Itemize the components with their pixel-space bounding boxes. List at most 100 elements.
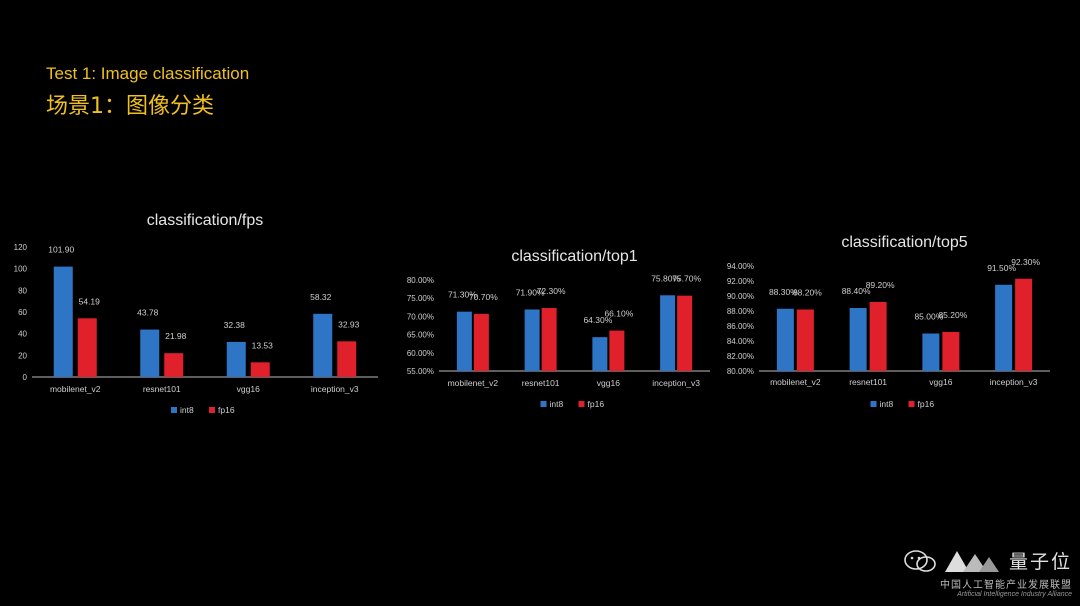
fps-chart: classification/fps 0 20 40 60 80 100 120 mobilen… — [0, 205, 385, 430]
data-label: 43.78 — [137, 308, 159, 318]
y-tick-label: 60 — [18, 308, 27, 317]
bar-int8 — [524, 309, 540, 371]
y-tick-label: 55.00% — [407, 367, 434, 376]
top1-chart: classification/top1 55.00% 60.00% 65.00% 70.… — [395, 240, 715, 420]
alliance-logo-icon — [944, 550, 999, 572]
watermark: 量子位 中国人工智能产业发展联盟 Artificial Intelligence… — [903, 547, 1072, 598]
legend-swatch-fp16 — [209, 407, 215, 413]
y-tick-label: 40 — [18, 330, 27, 339]
data-label: 72.30% — [537, 286, 566, 296]
bar-int8 — [849, 308, 867, 371]
y-tick-label: 80 — [18, 286, 27, 295]
y-tick-label: 92.00% — [727, 277, 754, 286]
bar-fp16 — [541, 308, 557, 371]
category-label: resnet101 — [143, 384, 181, 394]
y-tick-label: 120 — [14, 243, 28, 252]
legend-swatch-int8 — [540, 401, 547, 407]
y-tick-label: 84.00% — [727, 337, 754, 346]
category-label: inception_v3 — [652, 378, 700, 388]
bar-int8 — [53, 266, 73, 377]
y-tick-label: 94.00% — [727, 262, 754, 271]
chart-title: classification/top5 — [841, 234, 967, 251]
legend-swatch-fp16 — [578, 401, 585, 407]
data-label: 64.30% — [583, 315, 612, 325]
bar-fp16 — [1015, 278, 1033, 371]
alliance-name-en: Artificial Intelligence Industry Allianc… — [957, 591, 1072, 598]
bar-int8 — [995, 284, 1013, 371]
category-label: inception_v3 — [311, 384, 359, 394]
bar-int8 — [922, 333, 940, 371]
slide-title-zh: 场景1：图像分类 — [46, 94, 214, 119]
bar-fp16 — [609, 330, 625, 371]
chart-svg: classification/fps 0 20 40 60 80 100 120 mobilen… — [14, 212, 378, 415]
bar-int8 — [456, 311, 472, 371]
category-label: resnet101 — [849, 377, 887, 387]
legend-label-int8: int8 — [880, 399, 894, 409]
chart-svg: classification/top5 80.00% 82.00% 84.00% 86.… — [727, 234, 1050, 409]
chart-title: classification/fps — [147, 212, 264, 229]
data-label: 88.40% — [842, 286, 871, 296]
y-tick-label: 86.00% — [727, 322, 754, 331]
bar-int8 — [776, 308, 794, 371]
data-label: 89.20% — [866, 280, 895, 290]
y-tick-label: 90.00% — [727, 292, 754, 301]
data-label: 75.80% — [651, 273, 680, 283]
data-label: 66.10% — [604, 309, 633, 319]
data-label: 21.98 — [165, 331, 187, 341]
category-label: mobilenet_v2 — [50, 384, 101, 394]
bar-fp16 — [164, 353, 184, 377]
legend-label-fp16: fp16 — [918, 399, 935, 409]
top5-chart: classification/top5 80.00% 82.00% 84.00% 86.… — [715, 226, 1055, 421]
brand-name: 量子位 — [1008, 551, 1072, 573]
category-label: inception_v3 — [990, 377, 1038, 387]
category-label: vgg16 — [929, 377, 952, 387]
slide-title-en: Test 1: Image classification — [46, 64, 250, 83]
alliance-name-zh: 中国人工智能产业发展联盟 — [940, 580, 1072, 591]
y-tick-label: 80.00% — [727, 367, 754, 376]
legend-swatch-fp16 — [908, 401, 915, 407]
data-label: 91.50% — [987, 263, 1016, 273]
category-label: resnet101 — [522, 378, 560, 388]
bar-fp16 — [77, 318, 97, 377]
y-tick-label: 20 — [18, 351, 27, 360]
bar-int8 — [660, 295, 676, 371]
category-label: mobilenet_v2 — [770, 377, 821, 387]
bar-fp16 — [250, 362, 270, 377]
data-label: 88.20% — [793, 288, 822, 298]
data-label: 75.70% — [672, 274, 701, 284]
bar-fp16 — [869, 302, 887, 371]
bar-fp16 — [677, 295, 693, 371]
y-tick-label: 100 — [14, 265, 28, 274]
legend-label-int8: int8 — [550, 399, 564, 409]
chart-svg: classification/top1 55.00% 60.00% 65.00% 70.… — [407, 248, 710, 409]
data-label: 85.00% — [914, 312, 943, 322]
bar-int8 — [226, 341, 246, 377]
data-label: 71.30% — [448, 290, 477, 300]
data-label: 13.53 — [252, 340, 274, 350]
y-tick-label: 82.00% — [727, 352, 754, 361]
data-label: 32.38 — [224, 320, 246, 330]
bar-fp16 — [796, 309, 814, 371]
y-tick-label: 0 — [23, 373, 28, 382]
bar-int8 — [592, 337, 608, 371]
y-tick-label: 88.00% — [727, 307, 754, 316]
y-tick-label: 60.00% — [407, 349, 434, 358]
data-label: 88.30% — [769, 287, 798, 297]
y-tick-label: 65.00% — [407, 331, 434, 340]
bar-int8 — [140, 329, 160, 377]
category-label: vgg16 — [597, 378, 620, 388]
y-tick-label: 75.00% — [407, 294, 434, 303]
bar-fp16 — [473, 313, 489, 371]
wechat-icon — [904, 549, 936, 572]
bar-fp16 — [337, 341, 357, 377]
data-label: 85.20% — [938, 310, 967, 320]
y-tick-label: 70.00% — [407, 312, 434, 321]
data-label: 58.32 — [310, 292, 332, 302]
legend-label-int8: int8 — [180, 405, 194, 415]
data-label: 101.90 — [48, 245, 74, 255]
data-label: 32.93 — [338, 319, 360, 329]
chart-title: classification/top1 — [511, 248, 637, 265]
legend-label-fp16: fp16 — [588, 399, 605, 409]
category-label: vgg16 — [237, 384, 260, 394]
y-tick-label: 80.00% — [407, 276, 434, 285]
